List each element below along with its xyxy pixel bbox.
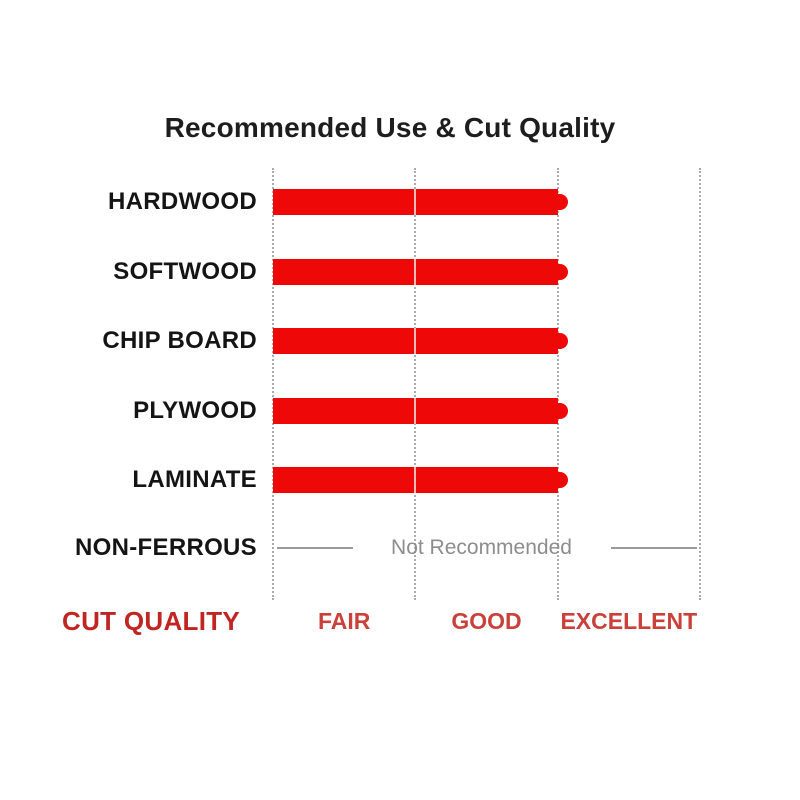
plot-area: Not Recommended bbox=[272, 168, 701, 600]
axis-tick-excellent: EXCELLENT bbox=[560, 608, 698, 634]
category-label-hardwood: HARDWOOD bbox=[107, 188, 257, 215]
axis-ticks: FAIR GOOD EXCELLENT bbox=[273, 606, 700, 636]
chart-title: Recommended Use & Cut Quality bbox=[164, 112, 616, 143]
rating-bar-hardwood bbox=[273, 189, 568, 215]
rating-bar-plywood bbox=[273, 398, 568, 424]
gridline-fair-good bbox=[414, 168, 417, 600]
category-label-softwood: SOFTWOOD bbox=[113, 258, 257, 285]
axis-tick-good: GOOD bbox=[451, 608, 522, 634]
not-recommended-label: Not Recommended bbox=[391, 536, 572, 559]
rating-bar-softwood bbox=[273, 259, 568, 285]
gridline-end bbox=[699, 168, 701, 600]
axis-title-cut-quality: CUT QUALITY bbox=[62, 606, 241, 636]
gridline-start bbox=[272, 168, 274, 600]
axis-tick-fair: FAIR bbox=[317, 608, 371, 634]
not-recommended-line-left bbox=[277, 547, 353, 549]
category-label-laminate: LAMINATE bbox=[132, 466, 257, 493]
not-recommended-row: Not Recommended bbox=[273, 535, 700, 561]
category-label-chip-board: CHIP BOARD bbox=[102, 327, 257, 354]
category-label-non-ferrous: NON-FERROUS bbox=[75, 534, 257, 561]
rating-bar-laminate bbox=[273, 467, 568, 493]
gridline-good-excellent bbox=[556, 168, 559, 600]
not-recommended-line-right bbox=[611, 547, 697, 549]
rating-bar-chip-board bbox=[273, 328, 568, 354]
category-label-plywood: PLYWOOD bbox=[133, 397, 257, 424]
